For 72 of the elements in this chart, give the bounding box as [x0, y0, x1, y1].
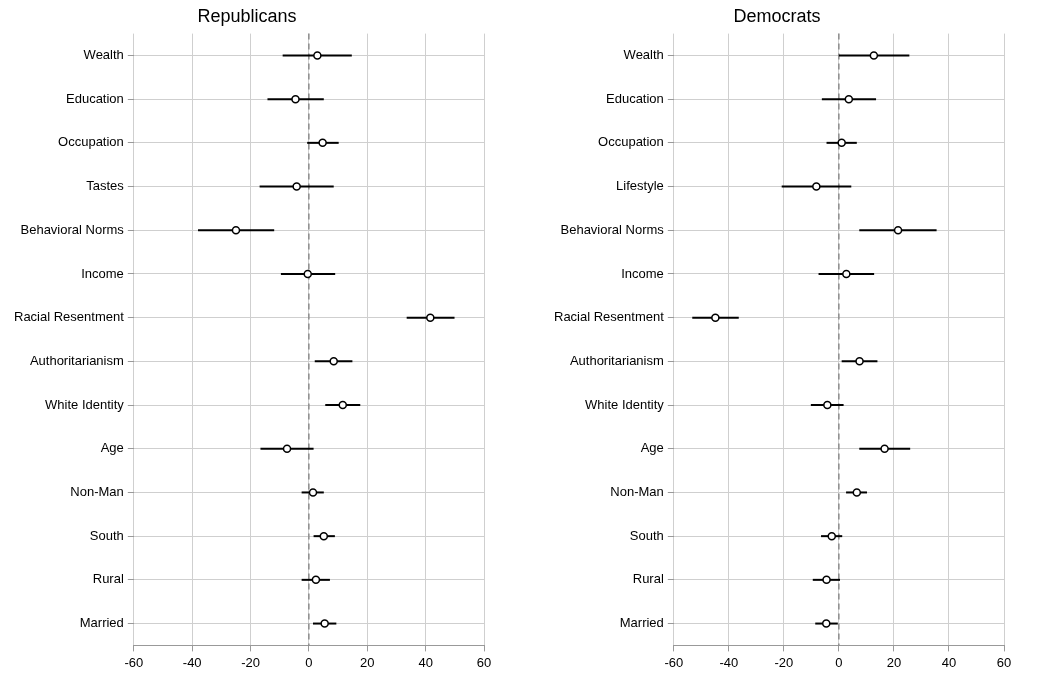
point — [822, 575, 831, 585]
y-tick-label: White Identity — [585, 396, 665, 412]
chart-title: Democrats — [733, 5, 821, 26]
x-tick-label: 60 — [996, 654, 1012, 670]
x-tick-label: -60 — [124, 654, 144, 670]
point — [837, 138, 846, 148]
point — [844, 94, 854, 104]
y-tick-label: Tastes — [86, 178, 125, 194]
y-tick-label: Occupation — [58, 134, 124, 150]
x-tick-label: -40 — [182, 654, 202, 670]
point — [318, 138, 327, 148]
y-tick-label: South — [629, 527, 664, 543]
point — [292, 182, 301, 191]
y-tick-label: Occupation — [598, 134, 664, 150]
y-tick-label: Married — [619, 615, 664, 631]
y-tick-label: Married — [79, 615, 124, 631]
point — [426, 313, 435, 322]
y-tick-label: Rural — [92, 571, 124, 587]
point — [869, 51, 879, 60]
x-tick-label: -20 — [774, 654, 794, 670]
x-tick-label: 0 — [305, 654, 313, 670]
point — [308, 488, 318, 497]
point — [320, 619, 329, 628]
y-tick-label: Non-Man — [610, 484, 664, 500]
x-tick-label: -20 — [241, 654, 260, 670]
point — [313, 51, 322, 60]
y-tick-label: Authoritarianism — [29, 352, 124, 368]
point — [319, 531, 329, 541]
y-tick-label: Education — [66, 90, 124, 106]
x-tick-label: 20 — [886, 654, 902, 670]
point — [852, 488, 862, 497]
point — [338, 400, 348, 410]
point — [855, 357, 864, 366]
y-tick-label: Rural — [632, 571, 664, 587]
y-tick-label: Age — [640, 440, 664, 456]
x-tick-label: 60 — [476, 654, 492, 670]
y-tick-label: Authoritarianism — [569, 352, 664, 368]
x-tick-label: 20 — [360, 654, 375, 670]
x-tick-label: 40 — [941, 654, 957, 670]
y-tick-label: Lifestyle — [616, 178, 664, 194]
point — [291, 94, 300, 104]
x-tick-label: 0 — [835, 654, 843, 670]
y-tick-label: Age — [100, 440, 124, 456]
y-tick-label: Behavioral Norms — [20, 221, 125, 237]
point — [329, 357, 338, 366]
point — [812, 182, 821, 191]
chart-title: Republicans — [197, 5, 297, 26]
y-tick-label: White Identity — [45, 396, 125, 412]
x-tick-label: -60 — [664, 654, 684, 670]
y-tick-label: Income — [621, 265, 664, 281]
y-tick-label: Education — [606, 90, 664, 106]
point — [893, 226, 903, 235]
y-tick-label: Wealth — [83, 47, 124, 63]
y-tick-label: Wealth — [623, 47, 664, 63]
y-tick-label: Behavioral Norms — [560, 221, 665, 237]
point — [880, 444, 889, 453]
y-tick-label: South — [89, 527, 124, 543]
point — [823, 400, 832, 410]
y-tick-label: Income — [81, 265, 124, 281]
point — [827, 531, 837, 541]
point — [303, 269, 312, 279]
point — [822, 619, 831, 628]
point — [842, 269, 851, 279]
y-tick-label: Non-Man — [70, 484, 124, 500]
point — [711, 313, 720, 322]
y-tick-label: Racial Resentment — [14, 309, 125, 325]
point — [282, 444, 292, 453]
y-tick-label: Racial Resentment — [554, 309, 665, 325]
x-tick-label: -40 — [719, 654, 739, 670]
point — [231, 226, 241, 235]
x-tick-label: 40 — [418, 654, 433, 670]
point — [311, 575, 321, 585]
